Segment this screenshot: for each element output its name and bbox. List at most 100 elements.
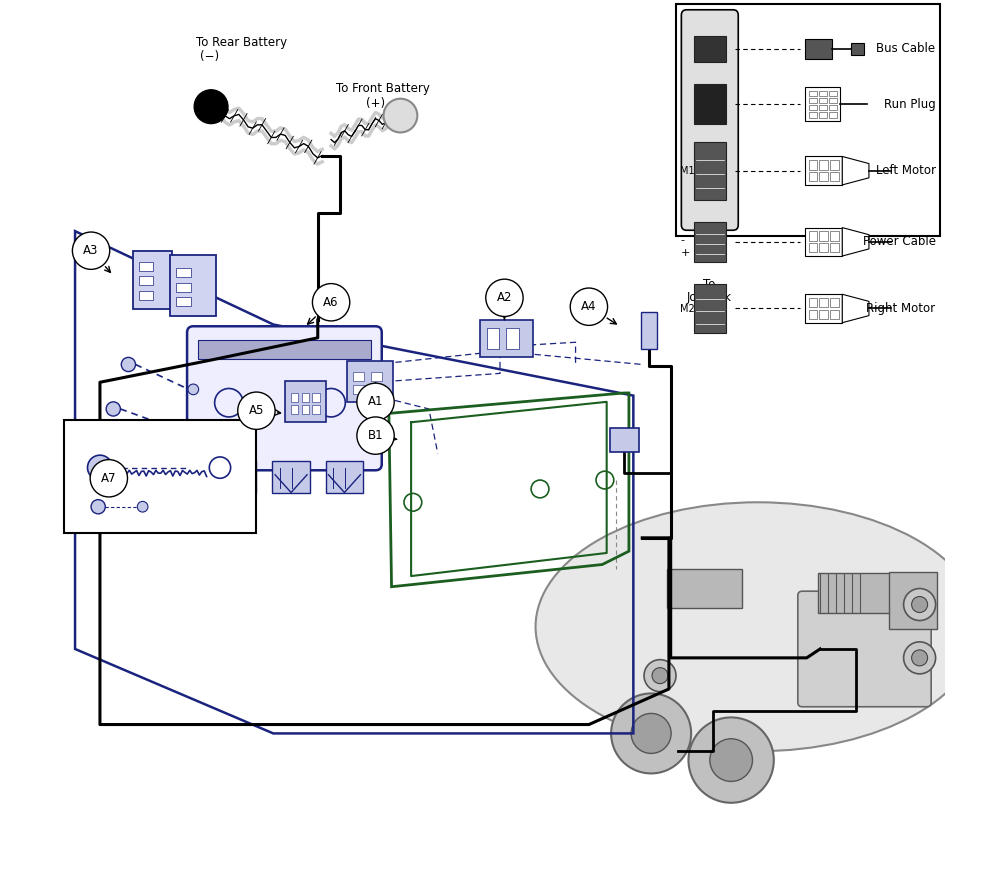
Text: Left Motor: Left Motor bbox=[876, 164, 936, 177]
Circle shape bbox=[486, 279, 523, 316]
FancyBboxPatch shape bbox=[830, 298, 839, 308]
FancyBboxPatch shape bbox=[819, 172, 828, 181]
FancyBboxPatch shape bbox=[694, 36, 726, 62]
Circle shape bbox=[644, 660, 676, 692]
Circle shape bbox=[121, 437, 136, 452]
FancyBboxPatch shape bbox=[353, 385, 364, 394]
Text: A4: A4 bbox=[581, 300, 597, 313]
Circle shape bbox=[904, 589, 936, 621]
FancyBboxPatch shape bbox=[347, 361, 393, 402]
Circle shape bbox=[570, 288, 608, 325]
Polygon shape bbox=[842, 228, 869, 256]
FancyBboxPatch shape bbox=[326, 461, 363, 493]
FancyBboxPatch shape bbox=[170, 255, 216, 316]
Text: Joystick: Joystick bbox=[686, 292, 731, 304]
FancyBboxPatch shape bbox=[805, 228, 842, 256]
FancyBboxPatch shape bbox=[830, 172, 839, 181]
FancyBboxPatch shape bbox=[641, 312, 657, 349]
FancyBboxPatch shape bbox=[610, 428, 639, 452]
FancyBboxPatch shape bbox=[809, 98, 817, 103]
FancyBboxPatch shape bbox=[302, 405, 309, 414]
FancyBboxPatch shape bbox=[829, 91, 837, 96]
FancyBboxPatch shape bbox=[819, 298, 828, 308]
Text: Bus Cable: Bus Cable bbox=[876, 43, 936, 55]
FancyBboxPatch shape bbox=[694, 222, 726, 262]
Circle shape bbox=[192, 500, 203, 510]
FancyBboxPatch shape bbox=[830, 231, 839, 241]
FancyBboxPatch shape bbox=[809, 112, 817, 117]
Text: A5: A5 bbox=[249, 404, 264, 417]
FancyBboxPatch shape bbox=[851, 43, 864, 55]
Circle shape bbox=[188, 384, 199, 395]
FancyBboxPatch shape bbox=[829, 98, 837, 103]
FancyBboxPatch shape bbox=[371, 385, 382, 394]
Circle shape bbox=[688, 717, 774, 803]
FancyBboxPatch shape bbox=[829, 105, 837, 110]
FancyBboxPatch shape bbox=[809, 172, 817, 181]
FancyBboxPatch shape bbox=[139, 276, 153, 285]
FancyBboxPatch shape bbox=[798, 591, 931, 707]
FancyBboxPatch shape bbox=[819, 91, 827, 96]
FancyBboxPatch shape bbox=[681, 10, 738, 230]
Circle shape bbox=[384, 99, 417, 132]
Polygon shape bbox=[842, 294, 869, 323]
FancyBboxPatch shape bbox=[819, 160, 828, 170]
FancyBboxPatch shape bbox=[487, 328, 499, 349]
Polygon shape bbox=[842, 156, 869, 185]
FancyBboxPatch shape bbox=[805, 87, 840, 121]
Text: To Front Battery: To Front Battery bbox=[336, 83, 429, 95]
FancyBboxPatch shape bbox=[176, 268, 191, 277]
Circle shape bbox=[710, 739, 752, 781]
FancyBboxPatch shape bbox=[819, 112, 827, 117]
FancyBboxPatch shape bbox=[805, 294, 842, 323]
Text: A6: A6 bbox=[323, 296, 339, 308]
Circle shape bbox=[904, 642, 936, 674]
Circle shape bbox=[912, 650, 928, 666]
FancyBboxPatch shape bbox=[506, 328, 519, 349]
FancyBboxPatch shape bbox=[819, 98, 827, 103]
FancyBboxPatch shape bbox=[809, 91, 817, 96]
Text: To Rear Battery: To Rear Battery bbox=[196, 36, 287, 49]
Text: A7: A7 bbox=[101, 472, 117, 485]
Circle shape bbox=[238, 392, 275, 429]
FancyBboxPatch shape bbox=[830, 309, 839, 319]
Text: Run Plug: Run Plug bbox=[884, 98, 936, 110]
FancyBboxPatch shape bbox=[809, 309, 817, 319]
FancyBboxPatch shape bbox=[480, 320, 533, 357]
Text: A2: A2 bbox=[497, 292, 512, 304]
FancyBboxPatch shape bbox=[667, 569, 742, 608]
FancyBboxPatch shape bbox=[809, 298, 817, 308]
Text: (+): (+) bbox=[366, 97, 385, 109]
FancyBboxPatch shape bbox=[302, 393, 309, 402]
Circle shape bbox=[88, 455, 112, 480]
FancyBboxPatch shape bbox=[371, 372, 382, 381]
Text: (−): (−) bbox=[200, 51, 219, 63]
FancyBboxPatch shape bbox=[830, 243, 839, 252]
FancyBboxPatch shape bbox=[889, 572, 937, 629]
Circle shape bbox=[194, 90, 228, 124]
FancyBboxPatch shape bbox=[312, 393, 320, 402]
FancyBboxPatch shape bbox=[64, 420, 256, 533]
FancyBboxPatch shape bbox=[219, 461, 256, 493]
FancyBboxPatch shape bbox=[805, 156, 842, 185]
FancyBboxPatch shape bbox=[694, 142, 726, 200]
Circle shape bbox=[357, 417, 394, 454]
FancyBboxPatch shape bbox=[809, 105, 817, 110]
FancyBboxPatch shape bbox=[809, 160, 817, 170]
Text: B1: B1 bbox=[368, 429, 383, 442]
FancyBboxPatch shape bbox=[830, 160, 839, 170]
FancyBboxPatch shape bbox=[809, 231, 817, 241]
FancyBboxPatch shape bbox=[139, 262, 153, 271]
Circle shape bbox=[611, 693, 691, 773]
Circle shape bbox=[631, 713, 671, 754]
Circle shape bbox=[72, 232, 110, 269]
Circle shape bbox=[137, 501, 148, 512]
FancyBboxPatch shape bbox=[829, 112, 837, 117]
FancyBboxPatch shape bbox=[676, 4, 940, 236]
FancyBboxPatch shape bbox=[819, 243, 828, 252]
FancyBboxPatch shape bbox=[353, 372, 364, 381]
FancyBboxPatch shape bbox=[291, 405, 298, 414]
Text: +: + bbox=[680, 248, 690, 259]
FancyBboxPatch shape bbox=[819, 231, 828, 241]
FancyBboxPatch shape bbox=[272, 461, 310, 493]
